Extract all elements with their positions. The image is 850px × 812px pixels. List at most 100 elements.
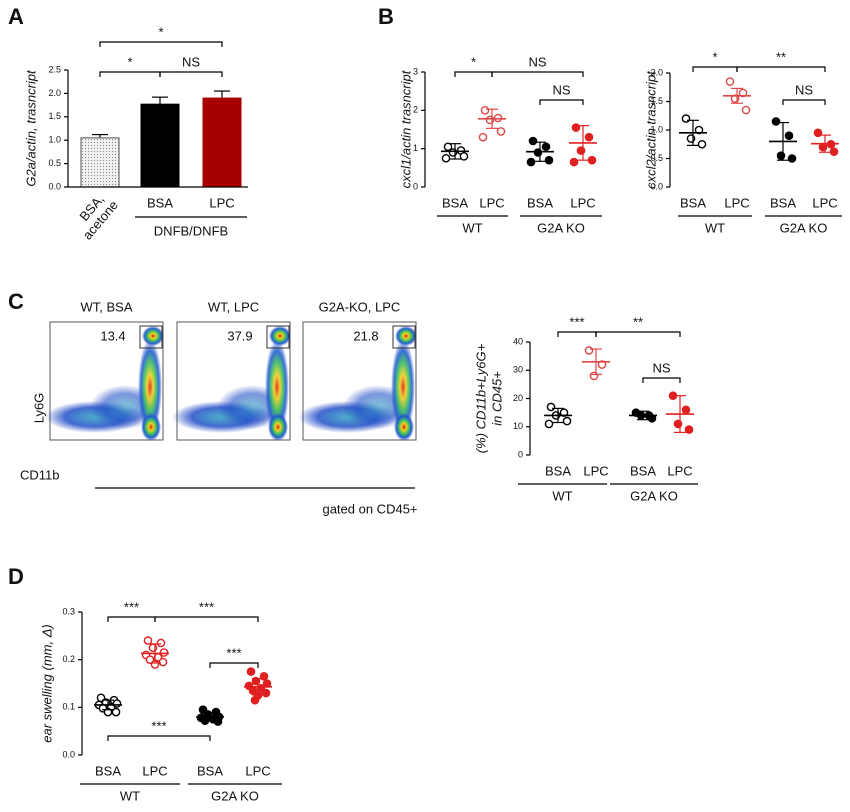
y-tick-label: 2.0 (650, 67, 663, 77)
plot-title: WT, BSA (80, 299, 132, 314)
data-point (784, 131, 794, 140)
data-point (111, 707, 121, 717)
data-point (697, 139, 707, 149)
density (141, 413, 161, 441)
y-tick-label: 1.0 (48, 135, 61, 145)
gate (392, 325, 416, 349)
x-tick-label: LPC (570, 195, 595, 210)
significance-label: ** (776, 49, 786, 64)
y-tick-label: 0.0 (650, 181, 663, 191)
group-label: G2A KO (211, 788, 259, 803)
x-tick-label: LPC (142, 763, 167, 778)
data-point (544, 419, 554, 429)
data-point (741, 105, 751, 115)
gate-value: 13.4 (100, 328, 125, 343)
density (138, 339, 162, 435)
y-tick-label: 1 (413, 143, 418, 153)
y-tick-label: 2 (413, 105, 418, 115)
significance-label: * (158, 24, 163, 39)
panel-label: B (378, 4, 394, 29)
data-point (459, 152, 469, 161)
significance-bracket (159, 71, 223, 77)
data-point (480, 106, 490, 115)
significance-label: *** (124, 599, 139, 614)
data-point (562, 416, 572, 426)
significance-label: *** (226, 645, 241, 660)
y-tick-label: 3 (413, 66, 418, 76)
gate-value: 37.9 (227, 328, 252, 343)
data-point (528, 136, 538, 146)
data-point (541, 142, 551, 152)
y-tick-label: 0.0 (48, 181, 61, 191)
group-label: DNFB/DNFB (154, 223, 228, 238)
y-tick-label: 0.1 (62, 702, 75, 712)
x-tick-label: BSA (770, 195, 796, 210)
significance-bracket (539, 99, 584, 105)
y-tick-label: 40 (513, 336, 523, 346)
gate (266, 325, 290, 349)
x-tick-label: BSA (545, 463, 571, 478)
significance-bracket (209, 662, 259, 668)
significance-label: * (127, 54, 132, 69)
group-label: G2A KO (630, 488, 678, 503)
significance-label: * (712, 49, 717, 64)
data-point (829, 147, 839, 156)
y-axis-label: cxcl2/actin trasncript (643, 70, 658, 189)
x-tick-label: BSA (630, 463, 656, 478)
x-tick-label: LPC (583, 463, 608, 478)
panel-label: C (8, 289, 24, 314)
bar (80, 137, 120, 188)
significance-bracket (107, 735, 211, 741)
significance-bracket (557, 331, 597, 337)
y-tick-label: 0 (413, 181, 418, 191)
y-tick-label: 0.5 (48, 158, 61, 168)
density (142, 326, 164, 346)
data-point (261, 688, 271, 698)
x-tick-label: LPC (667, 463, 692, 478)
group-label: G2A KO (780, 220, 828, 235)
density (265, 339, 289, 435)
data-point (143, 636, 153, 645)
significance-label: *** (199, 599, 214, 614)
significance-bracket (692, 66, 738, 72)
gate-note: gated on CD45+ (322, 501, 417, 516)
data-point (725, 77, 735, 86)
data-point (681, 405, 691, 415)
significance-bracket (99, 71, 161, 77)
density (269, 326, 291, 346)
data-point (441, 153, 451, 163)
y-tick-label: 1.5 (48, 111, 61, 121)
data-point (158, 657, 168, 667)
data-point (544, 155, 554, 165)
x-tick-label: BSA (147, 195, 173, 210)
x-tick-label: BSA (95, 763, 121, 778)
x-tick-label: BSA (527, 195, 553, 210)
data-point (443, 142, 453, 152)
significance-label: ** (633, 314, 643, 329)
y-axis-label: G2a/actin, trasncript (23, 69, 38, 187)
data-point (526, 157, 536, 167)
bar (140, 103, 180, 188)
data-point (213, 717, 223, 726)
gate (139, 325, 163, 349)
y-tick-label: 2.0 (48, 88, 61, 98)
y-tick-label: 0 (518, 449, 523, 459)
data-point (771, 117, 781, 126)
significance-label: NS (528, 54, 546, 69)
x-tick-label: LPC (209, 195, 234, 210)
data-point (787, 154, 797, 163)
data-point (198, 705, 208, 715)
plot-title: WT, LPC (208, 299, 259, 314)
density (268, 413, 288, 441)
data-point (478, 132, 488, 142)
significance-bracket (99, 41, 223, 47)
data-point (569, 157, 579, 167)
y-tick-label: 20 (513, 393, 523, 403)
y-tick-label: 0.5 (650, 153, 663, 163)
group-label: WT (705, 220, 725, 235)
density (395, 326, 417, 346)
x-tick-label: BSA (680, 195, 706, 210)
density (394, 413, 414, 441)
panel-label: D (8, 564, 24, 589)
